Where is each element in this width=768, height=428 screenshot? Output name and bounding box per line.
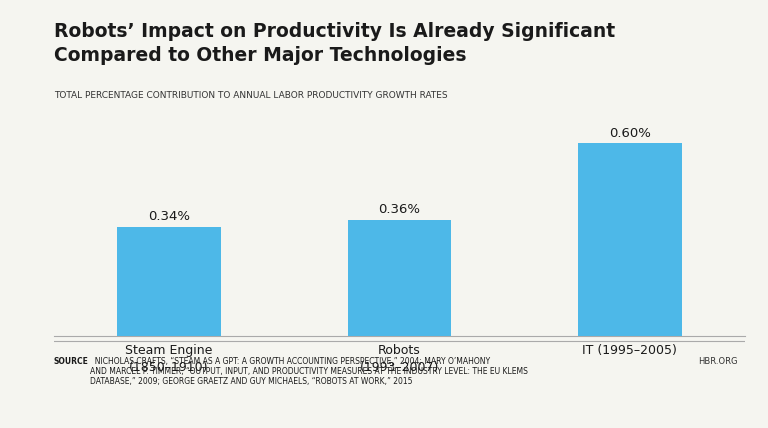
Text: Robots’ Impact on Productivity Is Already Significant
Compared to Other Major Te: Robots’ Impact on Productivity Is Alread… [54,22,615,65]
Text: SOURCE: SOURCE [54,357,88,366]
Bar [117,227,221,336]
Text: HBR.ORG: HBR.ORG [699,357,738,366]
Text: NICHOLAS CRAFTS, “STEAM AS A GPT: A GROWTH ACCOUNTING PERSPECTIVE,” 2004; MARY O: NICHOLAS CRAFTS, “STEAM AS A GPT: A GROW… [90,357,528,386]
Text: 0.36%: 0.36% [379,203,420,217]
Bar [347,220,451,336]
Text: 0.34%: 0.34% [148,210,190,223]
Text: TOTAL PERCENTAGE CONTRIBUTION TO ANNUAL LABOR PRODUCTIVITY GROWTH RATES: TOTAL PERCENTAGE CONTRIBUTION TO ANNUAL … [54,92,448,101]
Bar [578,143,682,336]
Text: 0.60%: 0.60% [609,127,650,140]
